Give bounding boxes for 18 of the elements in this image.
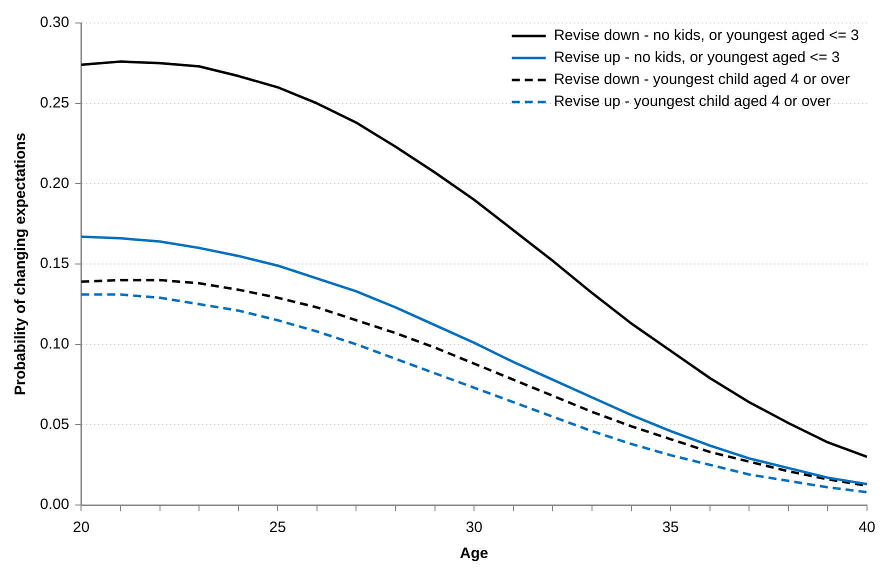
legend-label: Revise down - youngest child aged 4 or over [554,71,850,88]
y-axis-title: Probability of changing expectations [12,132,30,396]
x-tick-label: 35 [662,519,679,536]
legend-label: Revise up - no kids, or youngest aged <= 3 [554,49,840,66]
y-tick-label: 0.30 [40,14,70,32]
legend-label: Revise up - youngest child aged 4 or over [554,93,831,110]
x-tick-label: 40 [858,519,876,536]
y-tick-label: 0.15 [40,255,70,272]
x-tick-label: 30 [466,519,482,536]
x-tick-label: 25 [269,519,286,536]
y-tick-label: 0.25 [40,94,70,112]
x-axis-title: Age [460,545,488,562]
y-tick-label: 0.10 [40,335,70,352]
y-tick-label: 0.00 [40,496,70,514]
x-tick-label: 20 [72,519,90,536]
legend-label: Revise down - no kids, or youngest aged <= 3 [554,27,859,44]
y-tick-label: 0.20 [40,174,70,192]
y-tick-label: 0.05 [40,416,70,433]
